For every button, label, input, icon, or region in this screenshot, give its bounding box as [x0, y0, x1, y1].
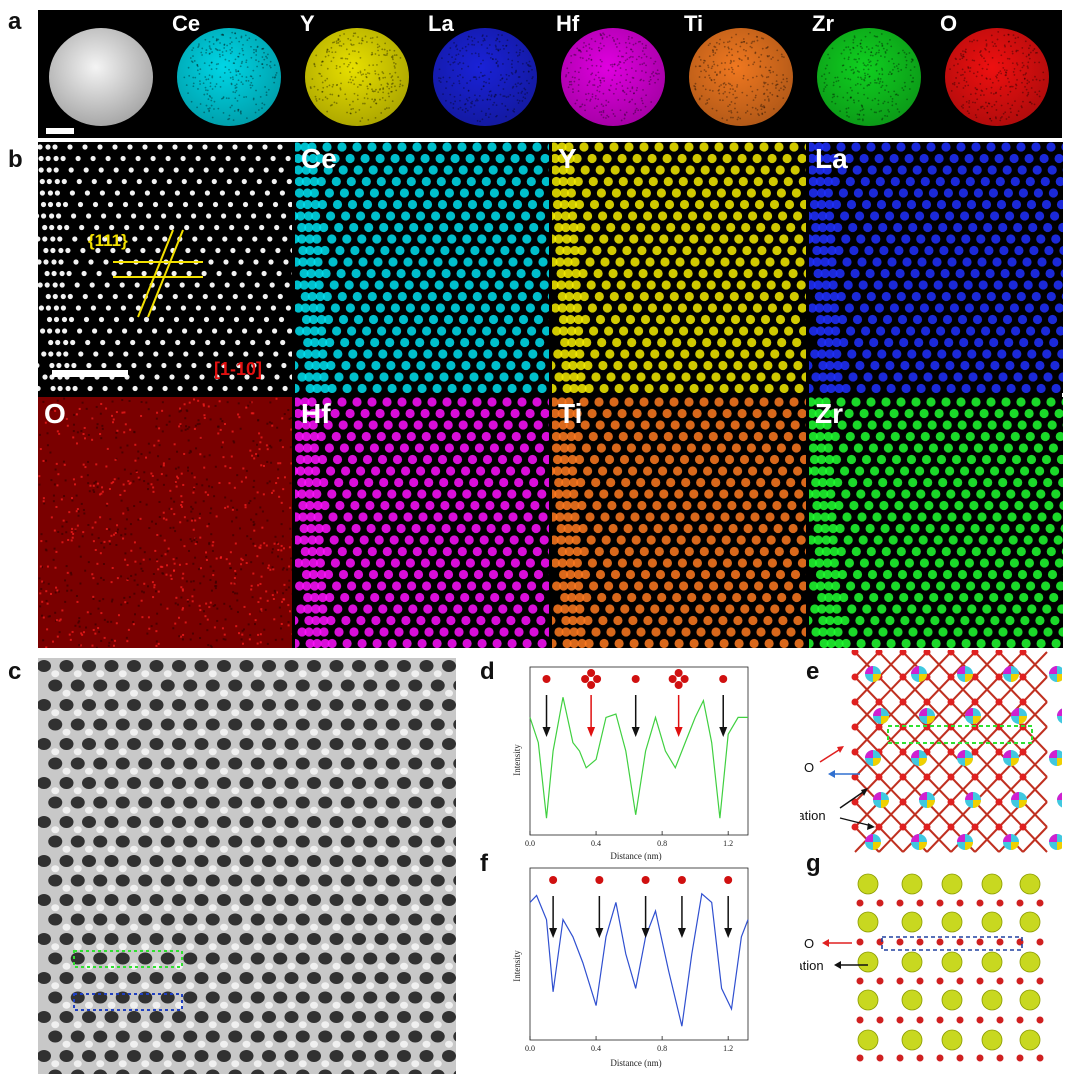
g-oxygen-label: O: [804, 936, 814, 951]
panel-label-g: g: [806, 850, 821, 877]
x-tick-label: 1.2: [723, 1044, 733, 1053]
element-label: Y: [558, 143, 577, 174]
panel-label-f: f: [480, 850, 488, 877]
eds-map-tile: Zr: [806, 10, 932, 138]
e-oxygen-label: O: [804, 760, 814, 775]
atomic-map-tile: {111} [1-10]: [38, 142, 292, 393]
element-label: O: [44, 398, 66, 429]
f-y-axis-label: Intensity: [512, 950, 522, 982]
element-label: Ti: [684, 11, 704, 36]
panel-c-hrtem-image: [38, 658, 456, 1074]
x-tick-label: 0.8: [657, 839, 667, 848]
x-tick-label: 0.8: [657, 1044, 667, 1053]
f-x-axis-label: Distance (nm): [610, 1058, 661, 1068]
atomic-map-tile: Ce: [295, 142, 549, 393]
eds-map-tile: [38, 10, 164, 138]
panel-label-d: d: [480, 658, 495, 685]
atomic-map-tile: Ti: [552, 397, 806, 648]
panel-d-line-profile: Intensity Distance (nm) 0.0 0.4 0.8 1.2: [500, 665, 760, 865]
eds-map-tile: La: [422, 10, 548, 138]
element-label: Ce: [172, 11, 201, 36]
eds-map-tile: Ti: [678, 10, 804, 138]
zone-axis-label: [1-10]: [214, 359, 262, 379]
plane-label: {111}: [88, 231, 128, 250]
atomic-map-tile: Y: [552, 142, 806, 393]
panel-b-atomic-maps: {111} [1-10] Ce Y La O Hf Ti Zr: [38, 142, 1063, 648]
eds-map-tile: O: [934, 10, 1060, 138]
x-tick-label: 0.4: [591, 1044, 601, 1053]
e-cation-label: Cation: [800, 808, 826, 823]
green-profile-box: [73, 950, 183, 968]
atomic-map-tile: Zr: [809, 397, 1063, 648]
element-label: La: [428, 11, 454, 36]
atomic-map-tile: O: [38, 397, 292, 648]
element-label: Ti: [558, 398, 583, 429]
panel-e-crystal-model: O Cation: [788, 648, 1070, 860]
panel-label-e: e: [806, 658, 820, 685]
panel-f-line-profile: Intensity Distance (nm) 0.0 0.4 0.8 1.2: [500, 866, 760, 1072]
element-label: Zr: [815, 398, 843, 429]
element-label: Y: [300, 11, 315, 36]
blue-profile-box: [73, 993, 183, 1011]
element-label: Hf: [301, 398, 331, 429]
x-tick-label: 0.4: [591, 839, 601, 848]
element-label: La: [815, 143, 848, 174]
panel-label-c: c: [8, 658, 22, 685]
panel-a-eds-maps: Ce Y La Hf Ti Zr O: [38, 10, 1062, 138]
x-tick-label: 0.0: [525, 1044, 535, 1053]
element-label: Ce: [301, 143, 337, 174]
x-tick-label: 1.2: [723, 839, 733, 848]
atomic-map-tile: Hf: [295, 397, 549, 648]
d-y-axis-label: Intensity: [512, 744, 522, 776]
x-tick-label: 0.0: [525, 839, 535, 848]
panel-label-a: a: [8, 8, 22, 35]
panel-g-crystal-model: O Cation: [786, 866, 1062, 1072]
element-label: Hf: [556, 11, 580, 36]
element-label: O: [940, 11, 958, 36]
g-cation-label: Cation: [800, 958, 824, 973]
panel-label-b: b: [8, 146, 23, 173]
eds-map-tile: Hf: [550, 10, 676, 138]
atomic-map-tile: La: [809, 142, 1063, 393]
d-x-axis-label: Distance (nm): [610, 851, 661, 861]
eds-map-tile: Ce: [166, 10, 292, 138]
element-label: Zr: [812, 11, 834, 36]
eds-map-tile: Y: [294, 10, 420, 138]
